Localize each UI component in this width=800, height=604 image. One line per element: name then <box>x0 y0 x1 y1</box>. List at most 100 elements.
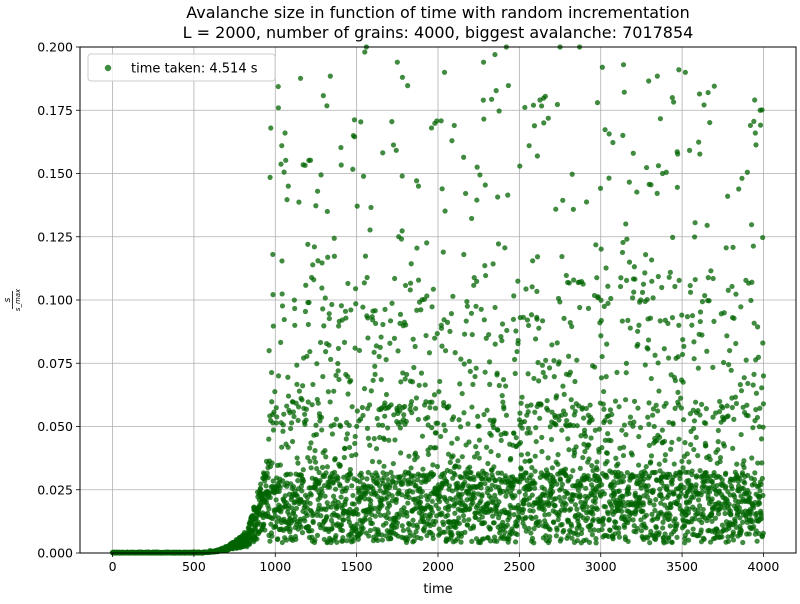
data-point <box>360 412 366 419</box>
data-point <box>532 468 538 474</box>
data-point <box>405 500 411 506</box>
data-point <box>347 472 354 478</box>
data-point <box>691 446 697 453</box>
data-point <box>723 483 729 490</box>
data-point <box>571 277 577 283</box>
data-point <box>665 320 671 327</box>
data-point <box>453 524 459 531</box>
data-point <box>725 287 731 293</box>
data-point <box>342 445 348 451</box>
data-point <box>279 444 285 450</box>
data-point <box>575 487 581 493</box>
data-point <box>309 528 315 534</box>
data-point <box>324 103 330 109</box>
data-point <box>672 283 678 290</box>
data-point <box>296 388 302 394</box>
data-point <box>760 530 766 536</box>
data-point <box>303 417 309 423</box>
data-point <box>540 369 546 376</box>
data-point <box>677 476 683 482</box>
data-point <box>307 500 313 507</box>
data-point <box>563 272 569 279</box>
data-point <box>760 401 767 407</box>
data-point <box>671 461 677 467</box>
data-point <box>740 485 746 492</box>
data-point <box>414 454 420 460</box>
data-point <box>627 325 633 331</box>
data-point <box>729 404 735 411</box>
data-point <box>407 287 413 293</box>
data-point <box>567 320 573 326</box>
data-point <box>532 336 539 342</box>
data-point <box>573 444 579 450</box>
data-point <box>662 452 669 458</box>
data-point <box>643 470 649 477</box>
data-point <box>418 370 425 376</box>
data-point <box>626 179 632 185</box>
data-point <box>413 529 419 535</box>
data-point <box>377 512 384 518</box>
data-point <box>399 492 405 498</box>
data-point <box>715 511 722 517</box>
data-point <box>568 397 574 403</box>
data-point <box>319 489 325 495</box>
data-point <box>281 411 287 417</box>
data-point <box>724 333 730 339</box>
data-point <box>290 409 296 415</box>
data-point <box>503 412 510 418</box>
data-point <box>543 533 549 539</box>
data-point <box>433 445 439 451</box>
data-point <box>501 406 507 412</box>
data-point <box>354 521 360 527</box>
data-point <box>675 389 681 395</box>
data-point <box>617 283 624 290</box>
data-point <box>604 474 610 480</box>
data-point <box>436 526 442 532</box>
data-point <box>669 539 675 545</box>
data-point <box>467 506 473 512</box>
data-point <box>733 291 739 297</box>
data-point <box>646 78 652 84</box>
data-point <box>737 476 743 482</box>
data-point <box>376 353 382 360</box>
data-point <box>439 510 445 516</box>
data-point <box>660 525 666 531</box>
data-point <box>599 526 605 533</box>
data-point <box>749 519 756 525</box>
data-point <box>352 345 358 351</box>
data-point <box>666 535 672 541</box>
data-point <box>464 522 471 528</box>
data-point <box>574 357 580 363</box>
data-point <box>489 96 495 102</box>
data-point <box>351 501 357 507</box>
data-point <box>570 422 577 429</box>
data-point <box>623 277 630 284</box>
data-point <box>504 522 511 528</box>
data-point <box>377 434 383 441</box>
data-point <box>515 337 521 344</box>
data-point <box>492 51 498 58</box>
data-point <box>388 402 394 408</box>
data-point <box>736 186 742 192</box>
data-point <box>629 452 635 458</box>
chart-title-line1: Avalanche size in function of time with … <box>186 3 689 22</box>
data-point <box>471 476 477 483</box>
data-point <box>410 517 416 523</box>
data-point <box>485 460 491 467</box>
data-point <box>293 536 299 543</box>
data-point <box>755 460 761 466</box>
data-point <box>539 362 546 368</box>
data-point <box>510 316 517 322</box>
data-point <box>759 385 765 391</box>
data-point <box>434 118 440 124</box>
data-point <box>450 293 456 299</box>
data-point <box>511 293 517 299</box>
data-point <box>738 431 744 438</box>
data-point <box>586 539 593 545</box>
data-point <box>607 407 614 413</box>
data-point <box>752 470 758 476</box>
data-point <box>314 188 321 194</box>
data-point <box>267 494 273 501</box>
x-tick-label: 0 <box>109 559 117 574</box>
data-point <box>278 161 284 167</box>
